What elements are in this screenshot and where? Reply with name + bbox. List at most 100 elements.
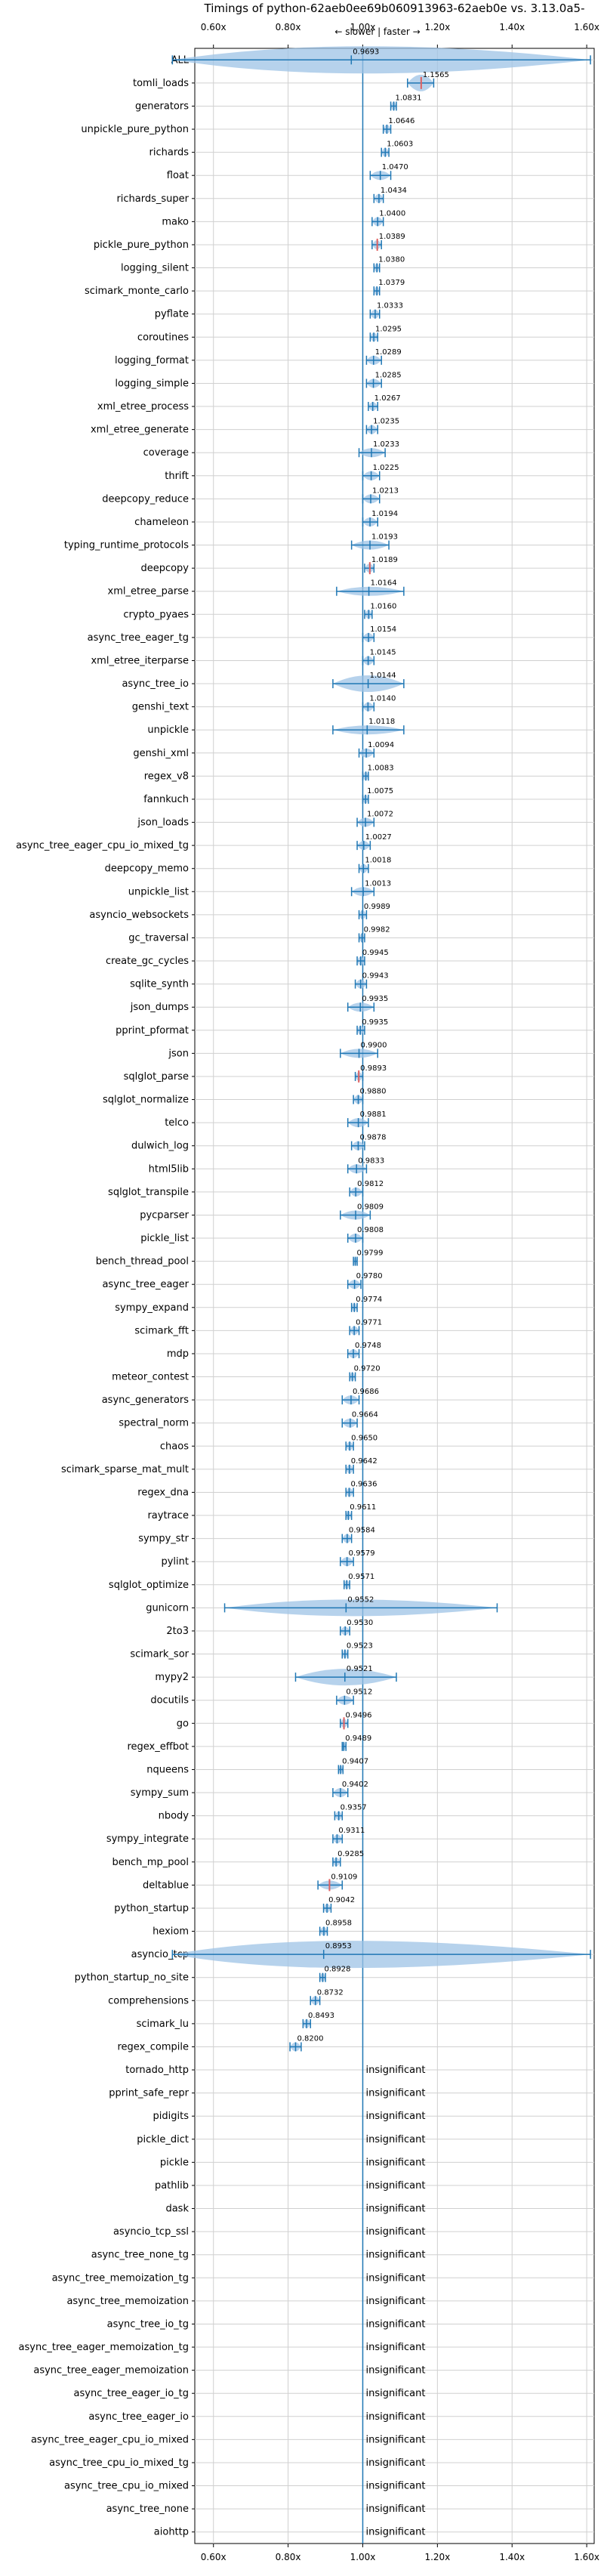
value-label: 0.9357 [341, 1804, 367, 1812]
value-label: 0.8200 [297, 2034, 323, 2043]
x-tick-label-bottom: 1.60x [574, 2552, 599, 2562]
y-tick-label: float [167, 170, 189, 181]
y-tick-label: sqlglot_transpile [108, 1187, 189, 1198]
y-tick-label: meteor_contest [112, 1372, 189, 1383]
insignificant-label: insignificant [365, 2226, 425, 2238]
value-label: 0.9935 [362, 995, 388, 1003]
insignificant-label: insignificant [365, 2503, 425, 2515]
value-label: 0.9686 [353, 1388, 379, 1396]
value-label: 0.9881 [360, 1110, 387, 1119]
value-label: 0.9878 [359, 1134, 386, 1142]
y-tick-label: unpickle_list [128, 886, 189, 897]
y-tick-label: pycparser [140, 1209, 189, 1221]
y-tick-label: async_tree_eager_tg [88, 632, 189, 644]
x-tick-label-bottom: 1.00x [350, 2552, 376, 2562]
y-tick-label: asyncio_websockets [89, 910, 189, 921]
y-tick-label: xml_etree_iterparse [91, 655, 189, 666]
insignificant-label: insignificant [365, 2111, 425, 2122]
value-label: 0.8928 [324, 1966, 350, 1974]
x-tick-label-bottom: 0.80x [276, 2552, 301, 2562]
y-tick-label: json_dumps [130, 1002, 189, 1013]
value-label: 0.9407 [342, 1757, 368, 1765]
value-label: 0.9893 [360, 1064, 387, 1073]
y-tick-label: regex_effbot [127, 1741, 189, 1753]
y-tick-label: scimark_fft [134, 1325, 189, 1336]
y-tick-label: pathlib [155, 2180, 189, 2191]
y-tick-label: mako [162, 216, 189, 227]
y-tick-label: scimark_lu [137, 2018, 189, 2030]
insignificant-label: insignificant [365, 2204, 425, 2215]
value-label: 1.0213 [372, 486, 399, 495]
value-label: 1.1565 [423, 71, 449, 79]
insignificant-label: insignificant [365, 2088, 425, 2099]
value-label: 0.9880 [360, 1088, 387, 1096]
value-label: 0.9530 [347, 1619, 373, 1627]
y-tick-label: pyflate [155, 309, 189, 320]
insignificant-label: insignificant [365, 2296, 425, 2307]
y-tick-label: sympy_str [138, 1534, 189, 1545]
y-tick-label: deepcopy [140, 563, 189, 574]
y-tick-label: async_tree_eager_cpu_io_mixed [31, 2434, 189, 2445]
y-tick-label: async_tree_eager_memoization_tg [19, 2342, 189, 2353]
insignificant-label: insignificant [365, 2250, 425, 2261]
value-label: 1.0434 [381, 187, 407, 195]
y-tick-label: genshi_text [132, 702, 189, 713]
x-tick-label-top: 1.60x [574, 22, 599, 32]
value-label: 0.9650 [351, 1434, 378, 1442]
y-tick-label: bench_mp_pool [112, 1857, 189, 1868]
y-tick-label: create_gc_cycles [106, 956, 189, 967]
value-label: 0.9812 [357, 1180, 384, 1188]
y-tick-label: xml_etree_parse [108, 586, 189, 598]
value-label: 0.9571 [348, 1573, 374, 1581]
y-tick-label: gc_traversal [128, 932, 189, 944]
y-tick-label: asyncio_tcp [131, 1949, 189, 1960]
value-label: 1.0295 [375, 325, 402, 333]
y-tick-label: logging_simple [115, 378, 189, 389]
insignificant-label: insignificant [365, 2527, 425, 2538]
y-tick-label: json [168, 1048, 189, 1059]
y-tick-label: generators [135, 100, 189, 112]
y-tick-label: unpickle_pure_python [81, 124, 189, 135]
y-tick-label: mdp [167, 1348, 189, 1360]
y-tick-label: async_tree_eager_cpu_io_mixed_tg [16, 840, 189, 851]
insignificant-label: insignificant [365, 2434, 425, 2445]
value-label: 0.9664 [352, 1411, 378, 1419]
y-tick-label: typing_runtime_protocols [64, 540, 189, 551]
value-label: 1.0075 [367, 787, 393, 795]
x-tick-label-top: 1.00x [350, 22, 376, 32]
value-label: 1.0603 [387, 141, 413, 149]
value-label: 0.9809 [357, 1203, 384, 1211]
value-label: 0.9833 [358, 1157, 384, 1165]
y-tick-label: chaos [160, 1441, 189, 1452]
x-tick-label-top: 0.80x [276, 22, 301, 32]
value-label: 0.9636 [350, 1480, 377, 1488]
value-label: 1.0233 [373, 440, 399, 449]
y-tick-label: chameleon [134, 517, 189, 528]
y-tick-label: python_startup_no_site [75, 1972, 189, 1984]
y-tick-label: async_tree_cpu_io_mixed [64, 2481, 189, 2492]
y-tick-label: async_tree_eager_io_tg [74, 2388, 189, 2399]
value-label: 0.9748 [355, 1342, 381, 1350]
y-tick-label: python_startup [114, 1903, 189, 1914]
y-tick-label: async_generators [102, 1395, 190, 1406]
value-label: 1.0389 [379, 233, 405, 241]
value-label: 1.0235 [373, 418, 399, 426]
value-label: 0.8958 [325, 1920, 352, 1928]
value-label: 0.8493 [308, 2012, 334, 2020]
insignificant-label: insignificant [365, 2342, 425, 2353]
y-tick-label: unpickle [147, 724, 189, 736]
y-tick-label: bench_thread_pool [96, 1256, 189, 1268]
y-tick-label: regex_v8 [144, 771, 189, 782]
insignificant-label: insignificant [365, 2134, 425, 2145]
value-label: 0.9512 [346, 1688, 372, 1697]
insignificant-label: insignificant [365, 2272, 425, 2284]
value-label: 1.0189 [371, 556, 398, 564]
insignificant-label: insignificant [365, 2157, 425, 2168]
value-label: 1.0333 [377, 302, 403, 310]
value-label: 0.9584 [349, 1527, 375, 1535]
x-tick-label-bottom: 0.60x [201, 2552, 226, 2562]
value-label: 1.0646 [388, 117, 414, 125]
x-tick-label-bottom: 1.40x [499, 2552, 525, 2562]
value-label: 1.0154 [370, 625, 396, 634]
y-tick-label: tornado_http [125, 2065, 189, 2076]
